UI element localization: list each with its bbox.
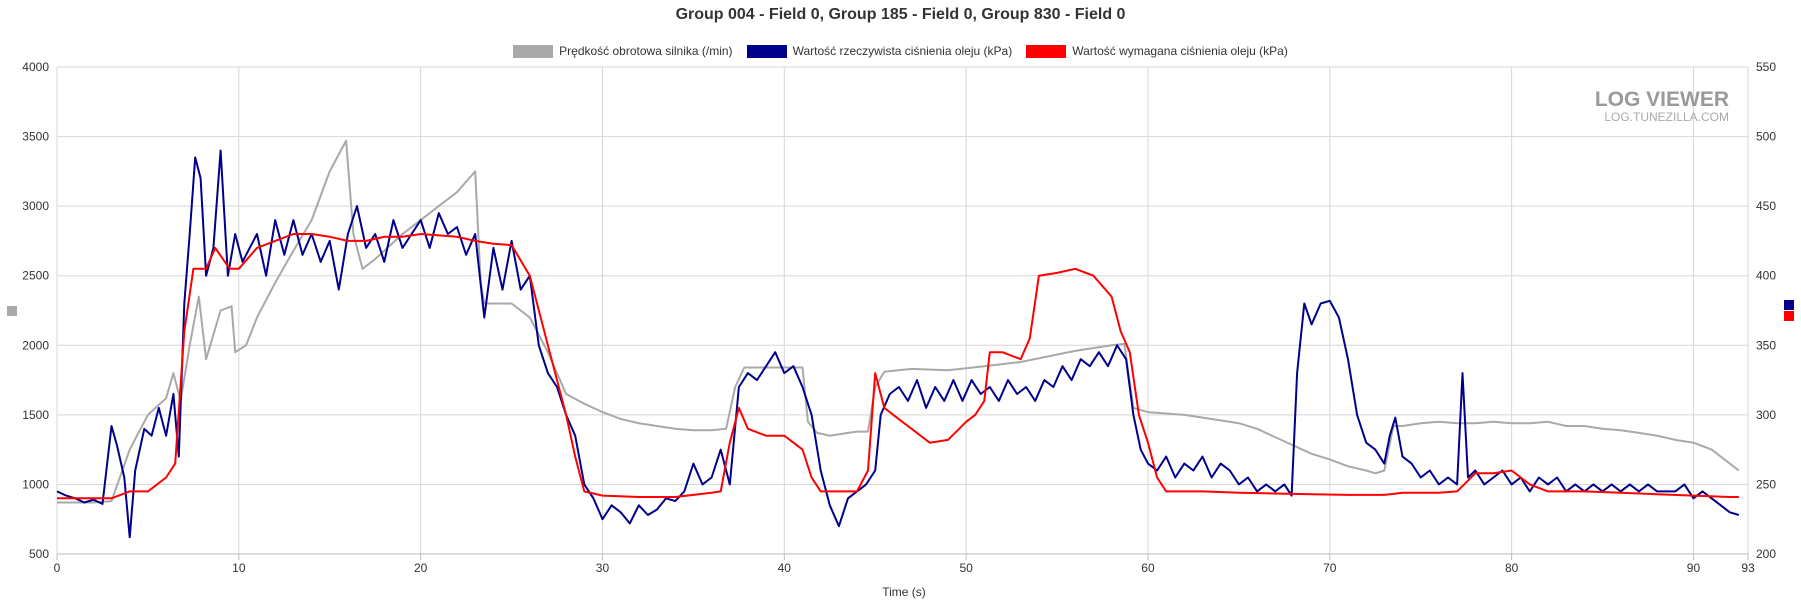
y-left-tick-label: 2500	[22, 269, 49, 283]
x-tick-label: 80	[1505, 561, 1519, 575]
y-left-tick-label: 3000	[22, 199, 49, 213]
y-right-tick-label: 300	[1756, 408, 1776, 422]
y-right-tick-label: 450	[1756, 199, 1776, 213]
x-tick-label: 90	[1687, 561, 1701, 575]
series-line-actual-oil-pressure	[56, 149, 1740, 539]
legend: Prędkość obrotowa silnika (/min) Wartość…	[0, 44, 1801, 58]
left-axis-marker-rpm	[7, 306, 17, 316]
x-tick-label: 30	[596, 561, 610, 575]
axes: 5001000150020002500300035004000200250300…	[22, 60, 1776, 575]
x-tick-label: 50	[959, 561, 973, 575]
x-tick-label: 93	[1741, 561, 1755, 575]
legend-swatch-required-oil-pressure	[1026, 44, 1067, 58]
x-tick-label: 20	[414, 561, 428, 575]
y-right-tick-label: 250	[1756, 477, 1776, 491]
x-tick-label: 0	[54, 561, 61, 575]
y-right-tick-label: 350	[1756, 338, 1776, 352]
legend-label-rpm: Prędkość obrotowa silnika (/min)	[559, 44, 733, 58]
y-right-tick-label: 200	[1756, 547, 1776, 561]
y-left-tick-label: 2000	[22, 338, 49, 352]
y-left-tick-label: 4000	[22, 60, 49, 74]
x-tick-label: 10	[232, 561, 246, 575]
series-line-rpm	[57, 139, 1740, 504]
y-left-tick-label: 3500	[22, 130, 49, 144]
watermark-title: LOG VIEWER	[1595, 88, 1729, 111]
y-right-tick-label: 400	[1756, 269, 1776, 283]
legend-item-required-oil-pressure[interactable]: Wartość wymagana ciśnienia oleju (kPa)	[1026, 44, 1288, 58]
y-right-tick-label: 550	[1756, 60, 1776, 74]
y-right-tick-label: 500	[1756, 130, 1776, 144]
legend-item-rpm[interactable]: Prędkość obrotowa silnika (/min)	[513, 44, 733, 58]
legend-swatch-rpm	[513, 44, 554, 58]
x-tick-label: 40	[778, 561, 792, 575]
series-line-required-oil-pressure	[57, 233, 1739, 500]
right-axis-marker-required	[1784, 311, 1794, 321]
x-axis-title: Time (s)	[882, 585, 926, 599]
legend-label-required-oil-pressure: Wartość wymagana ciśnienia oleju (kPa)	[1072, 44, 1288, 58]
legend-swatch-actual-oil-pressure	[746, 44, 787, 58]
x-tick-label: 60	[1141, 561, 1155, 575]
legend-item-actual-oil-pressure[interactable]: Wartość rzeczywista ciśnienia oleju (kPa…	[746, 44, 1013, 58]
chart-title: Group 004 - Field 0, Group 185 - Field 0…	[675, 6, 1126, 23]
y-left-tick-label: 1500	[22, 408, 49, 422]
y-left-tick-label: 500	[29, 547, 49, 561]
x-tick-label: 70	[1323, 561, 1337, 575]
watermark-url: LOG.TUNEZILLA.COM	[1604, 110, 1729, 124]
legend-label-actual-oil-pressure: Wartość rzeczywista ciśnienia oleju (kPa…	[792, 44, 1013, 58]
y-left-tick-label: 1000	[22, 477, 49, 491]
right-axis-marker-actual	[1784, 300, 1794, 310]
grid	[56, 66, 1749, 555]
series-layer	[56, 139, 1740, 539]
